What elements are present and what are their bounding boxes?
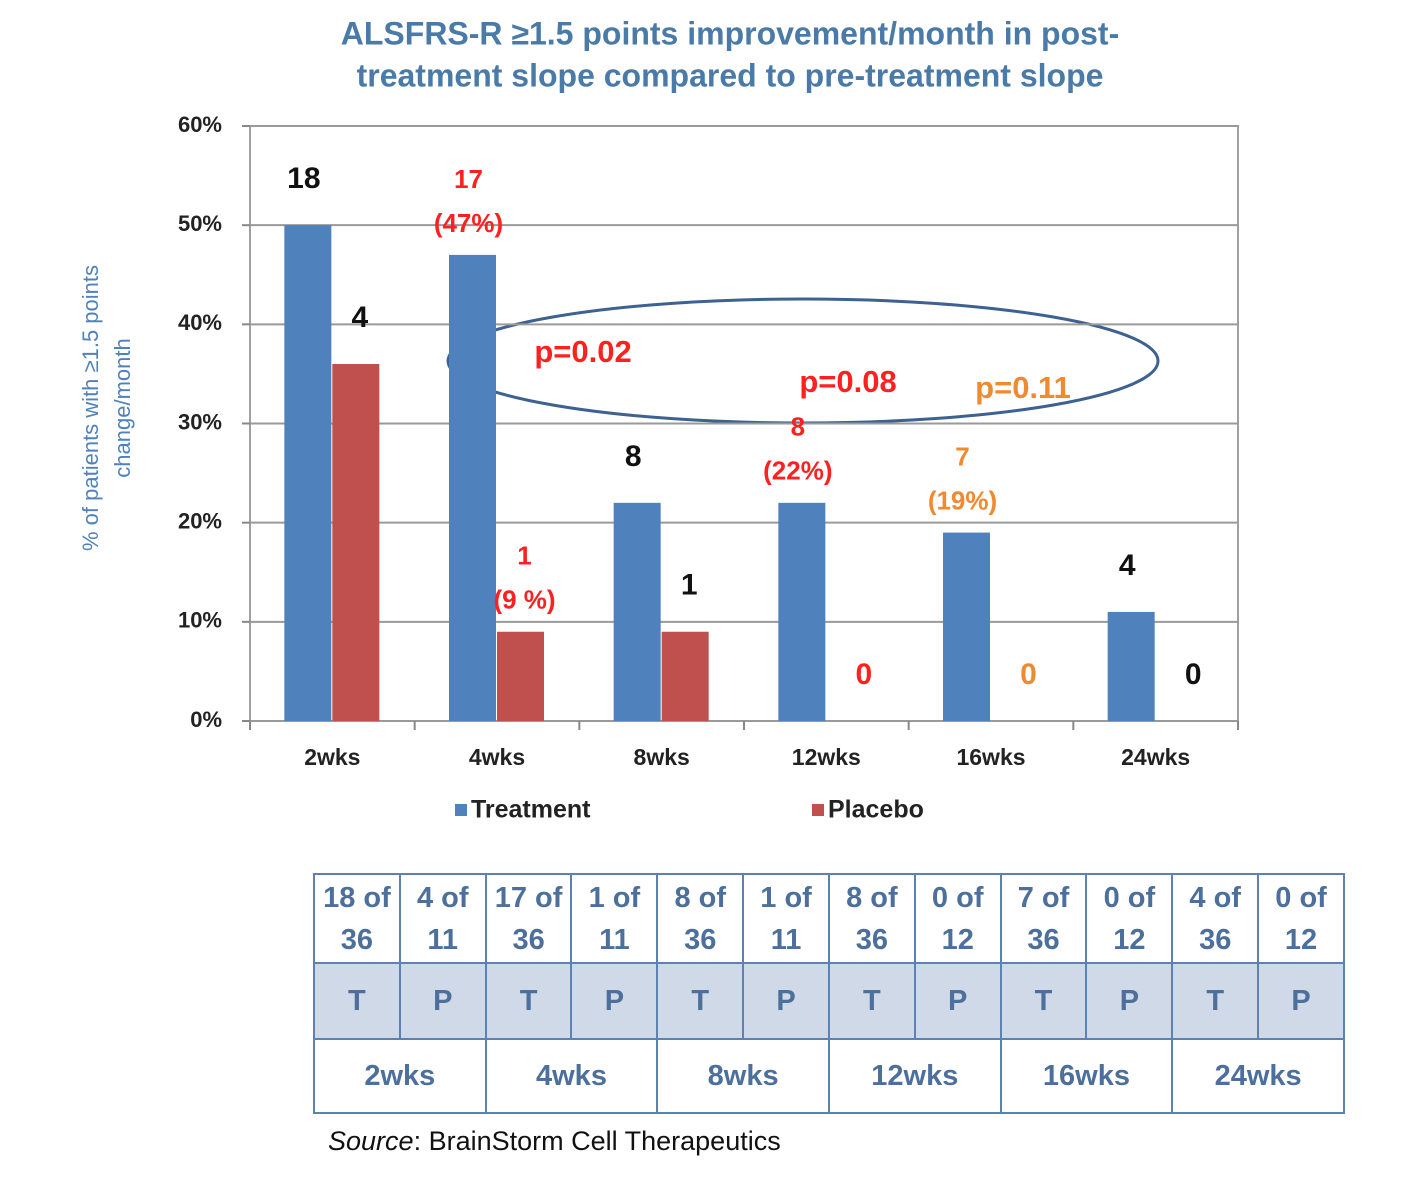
count-cell: 0 of 12 <box>1257 873 1345 964</box>
data-label-count: 8 <box>625 440 642 473</box>
timepoint-cell: 8wks <box>656 1038 830 1114</box>
arm-cell: T <box>313 962 401 1040</box>
bar <box>1107 611 1155 721</box>
data-label-count: 0 <box>1020 658 1037 691</box>
chart: ALSFRS-R ≥1.5 points improvement/month i… <box>78 15 1239 824</box>
count-cell: 7 of 36 <box>999 873 1088 964</box>
arm-cell: T <box>827 962 916 1040</box>
data-label-percent: (22%) <box>763 456 832 486</box>
count-cell: 0 of 12 <box>1085 873 1174 964</box>
y-tick-label: 60% <box>178 112 222 137</box>
y-tick-label: 30% <box>178 409 222 434</box>
arm-cell: P <box>570 962 659 1040</box>
data-label-count: 4 <box>351 301 368 334</box>
arm-cell: P <box>398 962 487 1040</box>
count-cell: 1 of 11 <box>742 873 830 964</box>
data-label-count: 18 <box>287 162 320 195</box>
count-cell: 1 of 11 <box>570 873 659 964</box>
arm-cell: T <box>1171 962 1260 1040</box>
timepoint-cell: 12wks <box>827 1038 1002 1114</box>
legend-swatch <box>812 804 824 816</box>
timepoint-cell: 4wks <box>484 1038 659 1114</box>
bar <box>332 364 380 721</box>
y-axis-label: % of patients with ≥1.5 points <box>78 265 103 551</box>
x-tick-label: 16wks <box>956 744 1025 770</box>
data-label-count: 0 <box>1185 658 1202 691</box>
timepoint-cell: 16wks <box>999 1038 1174 1114</box>
count-cell: 4 of 36 <box>1171 873 1260 964</box>
data-label-count: 4 <box>1119 549 1136 582</box>
bar <box>778 502 826 721</box>
data-label-count: 0 <box>855 658 872 691</box>
p-value-annotation: p=0.11 <box>975 370 1071 405</box>
x-tick-label: 24wks <box>1121 744 1190 770</box>
arm-cell: P <box>742 962 830 1040</box>
counts-table: 18 of 36 4 of 11 17 of 36 1 of 11 8 of 36 1 o… <box>313 873 1345 1114</box>
bar <box>943 532 990 721</box>
y-tick-label: 20% <box>178 508 222 533</box>
data-label-count: 7 <box>955 441 969 471</box>
y-tick-label: 0% <box>190 707 222 732</box>
data-label-count: 17 <box>454 164 483 194</box>
y-axis-label: change/month <box>110 338 135 477</box>
data-label-percent: (9 %) <box>493 585 555 615</box>
y-tick-label: 50% <box>178 211 222 236</box>
bar <box>613 502 661 721</box>
chart-title: ALSFRS-R ≥1.5 points improvement/month i… <box>341 15 1119 51</box>
count-cell: 4 of 11 <box>398 873 487 964</box>
data-label-count: 1 <box>681 569 698 602</box>
count-cell: 0 of 12 <box>913 873 1002 964</box>
x-tick-label: 12wks <box>792 744 861 770</box>
arm-cell: P <box>913 962 1002 1040</box>
legend-label: Placebo <box>828 796 924 824</box>
data-label-percent: (47%) <box>434 208 503 238</box>
count-cell: 17 of 36 <box>484 873 573 964</box>
x-tick-label: 4wks <box>469 744 525 770</box>
timepoint-cell: 2wks <box>313 1038 487 1114</box>
y-tick-label: 40% <box>178 310 222 335</box>
source: Source: BrainStorm Cell Therapeutics <box>328 1126 781 1157</box>
data-label-count: 8 <box>791 412 805 442</box>
source-text: : BrainStorm Cell Therapeutics <box>413 1126 781 1156</box>
legend-label: Treatment <box>471 796 591 824</box>
count-cell: 8 of 36 <box>827 873 916 964</box>
legend-swatch <box>455 804 467 816</box>
arm-cell: T <box>484 962 573 1040</box>
arm-cell: T <box>656 962 745 1040</box>
timepoint-cell: 24wks <box>1171 1038 1345 1114</box>
p-value-annotation: p=0.02 <box>534 334 631 369</box>
count-cell: 18 of 36 <box>313 873 401 964</box>
x-tick-label: 2wks <box>304 744 360 770</box>
arm-cell: T <box>999 962 1088 1040</box>
source-label: Source <box>328 1126 414 1156</box>
table-row: 2wks 4wks 8wks 12wks 16wks 24wks <box>313 1038 1345 1114</box>
data-label-count: 1 <box>517 541 531 571</box>
bar <box>449 254 496 721</box>
count-cell: 8 of 36 <box>656 873 745 964</box>
arm-cell: P <box>1257 962 1345 1040</box>
p-value-annotation: p=0.08 <box>799 364 896 399</box>
y-tick-label: 10% <box>178 608 222 633</box>
bar <box>661 631 709 721</box>
arm-cell: P <box>1085 962 1174 1040</box>
bar <box>284 225 332 721</box>
table-row: 18 of 36 4 of 11 17 of 36 1 of 11 8 of 36 1 o… <box>313 873 1345 964</box>
bar <box>497 631 544 721</box>
x-tick-label: 8wks <box>634 744 690 770</box>
chart-title: treatment slope compared to pre-treatmen… <box>357 57 1104 93</box>
data-label-percent: (19%) <box>928 485 997 515</box>
